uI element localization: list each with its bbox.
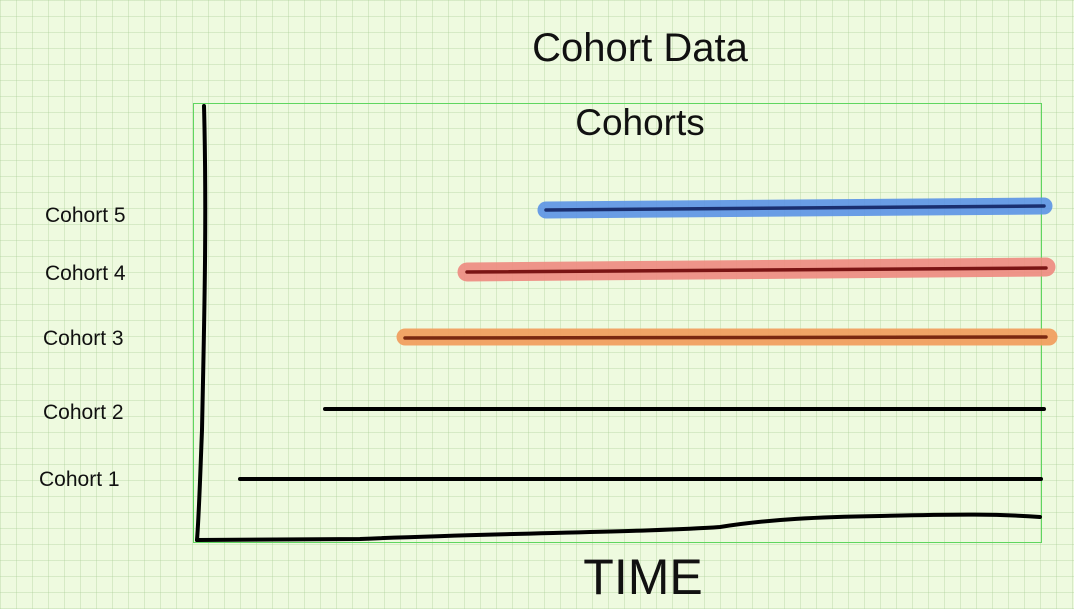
- cohort-3-label: Cohort 3: [43, 327, 124, 350]
- chart-subtitle: Cohorts: [575, 102, 705, 143]
- cohort-1-label: Cohort 1: [39, 468, 120, 491]
- y-axis-line: [195, 104, 208, 542]
- cohort-4-label: Cohort 4: [45, 262, 126, 285]
- x-axis-label: TIME: [583, 549, 703, 605]
- cohort-5-label: Cohort 5: [45, 204, 126, 227]
- x-axis-line: [195, 512, 1042, 542]
- cohort-4-line: [465, 266, 1048, 274]
- cohort-3-line: [403, 335, 1048, 340]
- cohort-5-line: [544, 204, 1046, 212]
- cohort-2-label: Cohort 2: [43, 401, 124, 424]
- chart-title: Cohort Data: [532, 26, 748, 70]
- plot-frame: [193, 103, 1042, 543]
